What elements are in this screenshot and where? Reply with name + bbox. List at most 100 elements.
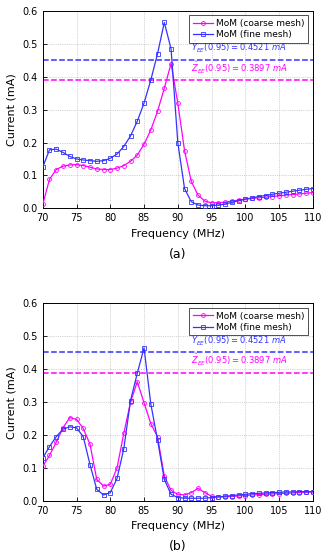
MoM (coarse mesh)	[108, 166, 112, 173]
Line: MoM (fine mesh): MoM (fine mesh)	[41, 21, 315, 208]
MoM (coarse mesh)	[61, 424, 65, 431]
MoM (fine mesh)	[61, 426, 65, 432]
MoM (fine mesh)	[264, 489, 267, 496]
MoM (fine mesh)	[122, 446, 126, 452]
MoM (coarse mesh)	[237, 493, 240, 500]
MoM (coarse mesh)	[264, 194, 267, 200]
MoM (coarse mesh)	[203, 489, 207, 496]
MoM (fine mesh)	[264, 192, 267, 199]
MoM (fine mesh)	[277, 190, 281, 197]
MoM (coarse mesh)	[304, 489, 308, 496]
MoM (fine mesh)	[135, 118, 139, 124]
MoM (fine mesh)	[311, 488, 315, 495]
MoM (coarse mesh)	[75, 161, 79, 168]
MoM (coarse mesh)	[41, 201, 45, 208]
Text: $\hat{Y}_{EE}(0.95){=}0.4521$ mA: $\hat{Y}_{EE}(0.95){=}0.4521$ mA	[191, 39, 287, 55]
MoM (coarse mesh)	[196, 192, 200, 199]
Line: MoM (fine mesh): MoM (fine mesh)	[41, 346, 315, 500]
MoM (coarse mesh)	[102, 483, 106, 489]
MoM (coarse mesh)	[216, 199, 220, 206]
MoM (fine mesh)	[108, 155, 112, 162]
MoM (fine mesh)	[176, 139, 180, 146]
X-axis label: Frequency (MHz): Frequency (MHz)	[131, 521, 225, 531]
MoM (fine mesh)	[41, 455, 45, 461]
MoM (coarse mesh)	[169, 487, 173, 494]
MoM (fine mesh)	[75, 156, 79, 162]
MoM (fine mesh)	[210, 202, 214, 209]
MoM (fine mesh)	[196, 495, 200, 502]
MoM (coarse mesh)	[270, 491, 274, 497]
MoM (fine mesh)	[108, 489, 112, 496]
Text: $\hat{Z}_{EE}(0.95){=}0.3897$ mA: $\hat{Z}_{EE}(0.95){=}0.3897$ mA	[191, 60, 288, 76]
MoM (coarse mesh)	[243, 492, 247, 499]
MoM (fine mesh)	[95, 486, 99, 493]
MoM (coarse mesh)	[68, 414, 72, 421]
MoM (coarse mesh)	[95, 166, 99, 172]
X-axis label: Frequency (MHz): Frequency (MHz)	[131, 229, 225, 239]
MoM (fine mesh)	[270, 191, 274, 198]
MoM (coarse mesh)	[81, 425, 85, 432]
MoM (fine mesh)	[237, 198, 240, 204]
Text: $\hat{Z}_{EE}(0.95){=}0.3897$ mA: $\hat{Z}_{EE}(0.95){=}0.3897$ mA	[191, 352, 288, 368]
MoM (fine mesh)	[230, 199, 234, 206]
MoM (fine mesh)	[257, 490, 261, 497]
MoM (fine mesh)	[47, 146, 51, 153]
MoM (fine mesh)	[149, 400, 153, 407]
MoM (coarse mesh)	[291, 191, 294, 198]
MoM (coarse mesh)	[47, 452, 51, 459]
MoM (coarse mesh)	[135, 379, 139, 385]
MoM (coarse mesh)	[277, 490, 281, 497]
MoM (coarse mesh)	[189, 489, 193, 496]
MoM (coarse mesh)	[223, 493, 227, 500]
MoM (fine mesh)	[68, 153, 72, 160]
MoM (fine mesh)	[95, 158, 99, 165]
MoM (coarse mesh)	[95, 476, 99, 483]
MoM (fine mesh)	[203, 495, 207, 502]
MoM (coarse mesh)	[142, 399, 146, 406]
MoM (fine mesh)	[183, 495, 187, 502]
MoM (coarse mesh)	[81, 162, 85, 169]
MoM (coarse mesh)	[149, 420, 153, 427]
Text: (b): (b)	[169, 540, 187, 553]
MoM (fine mesh)	[54, 146, 58, 152]
MoM (coarse mesh)	[297, 190, 301, 197]
MoM (fine mesh)	[243, 196, 247, 203]
MoM (fine mesh)	[216, 202, 220, 208]
MoM (fine mesh)	[156, 437, 160, 444]
MoM (coarse mesh)	[257, 491, 261, 498]
MoM (coarse mesh)	[311, 489, 315, 496]
MoM (fine mesh)	[169, 45, 173, 52]
MoM (coarse mesh)	[277, 193, 281, 199]
MoM (coarse mesh)	[102, 166, 106, 173]
MoM (coarse mesh)	[210, 199, 214, 206]
MoM (coarse mesh)	[149, 127, 153, 133]
MoM (coarse mesh)	[41, 463, 45, 470]
MoM (fine mesh)	[189, 198, 193, 205]
MoM (fine mesh)	[68, 423, 72, 430]
MoM (coarse mesh)	[129, 399, 133, 405]
MoM (fine mesh)	[47, 443, 51, 450]
MoM (coarse mesh)	[115, 465, 119, 472]
MoM (coarse mesh)	[142, 141, 146, 147]
MoM (fine mesh)	[250, 490, 254, 497]
MoM (coarse mesh)	[250, 492, 254, 498]
MoM (fine mesh)	[75, 424, 79, 431]
MoM (fine mesh)	[135, 370, 139, 376]
MoM (fine mesh)	[223, 200, 227, 207]
MoM (fine mesh)	[196, 202, 200, 208]
MoM (coarse mesh)	[284, 490, 288, 497]
MoM (coarse mesh)	[250, 195, 254, 202]
MoM (fine mesh)	[129, 133, 133, 139]
MoM (coarse mesh)	[88, 441, 92, 447]
MoM (coarse mesh)	[230, 493, 234, 500]
MoM (fine mesh)	[243, 491, 247, 498]
MoM (fine mesh)	[149, 77, 153, 83]
MoM (coarse mesh)	[75, 416, 79, 423]
MoM (fine mesh)	[270, 489, 274, 496]
MoM (coarse mesh)	[122, 430, 126, 437]
Legend: MoM (coarse mesh), MoM (fine mesh): MoM (coarse mesh), MoM (fine mesh)	[189, 308, 308, 335]
MoM (fine mesh)	[61, 149, 65, 156]
MoM (fine mesh)	[115, 151, 119, 157]
Line: MoM (coarse mesh): MoM (coarse mesh)	[41, 62, 315, 206]
MoM (fine mesh)	[142, 100, 146, 106]
